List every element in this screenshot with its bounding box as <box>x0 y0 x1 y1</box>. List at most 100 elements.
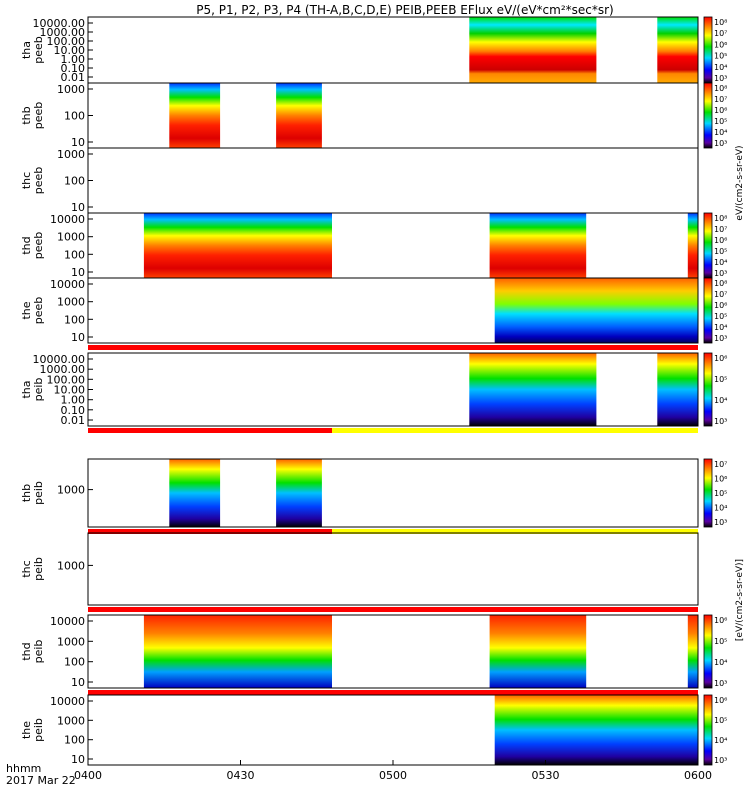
data-block-the-peeb-0 <box>494 278 698 343</box>
data-block-thd-peib-2 <box>687 615 698 688</box>
colorbar-tick-label: 10⁶ <box>714 40 727 49</box>
data-block-thb-peeb-1 <box>276 83 322 148</box>
colorbar-tick-label: 10³ <box>714 269 727 278</box>
y-tick-label: 10.00 <box>54 384 86 397</box>
colorbar-tick-label: 10⁵ <box>714 716 727 725</box>
x-tick-labels: 0400 0430 0500 0530 0600 <box>74 760 712 782</box>
data-block-thd-peeb-1 <box>489 213 587 278</box>
data-block-thd-peib-1 <box>489 615 587 688</box>
colorbar-tick-label: 10³ <box>714 417 727 426</box>
y-tick-label: 1000 <box>57 714 85 727</box>
y-tick-label: 10000.00 <box>33 353 86 366</box>
colorbar-tick-label: 10⁷ <box>714 29 727 38</box>
panel-frame <box>87 352 699 427</box>
y-tick-label: 100 <box>64 656 85 669</box>
colorbar-tick-label: 10⁷ <box>714 225 727 234</box>
colorbar-tick-label: 10⁴ <box>714 128 727 137</box>
colorbar-tick-label: 10³ <box>714 679 727 688</box>
y-tick-label: 1.00 <box>61 53 86 66</box>
colorbar-tick-label: 10⁴ <box>714 658 727 667</box>
y-label-probe: thd <box>20 642 33 660</box>
data-block-the-peib-0 <box>494 695 698 765</box>
y-tick-label: 1000 <box>57 635 85 648</box>
y-label-probe: tha <box>20 380 33 398</box>
colorbar-tick-label: 10⁶ <box>714 301 727 310</box>
colorbar-tick-label: 10⁵ <box>714 312 727 321</box>
y-label-species: peib <box>32 378 45 402</box>
colorbar-tick-label: 10⁶ <box>714 616 727 625</box>
colorbar <box>703 277 713 344</box>
panel-frame <box>87 147 699 214</box>
flag-bar-tha-peib-0 <box>88 428 332 433</box>
colorbar-tick-label: 10⁸ <box>714 84 727 93</box>
colorbar-tick-label: 10⁶ <box>714 106 727 115</box>
colorbar-tick-label: 10⁵ <box>714 117 727 126</box>
panel-frame <box>87 16 699 84</box>
colorbar-tick-label: 10⁶ <box>714 696 727 705</box>
colorbar-tick-label: 10⁶ <box>714 475 727 484</box>
panel-thc-peeb: 1000 100 10 thc peeb <box>20 147 699 214</box>
y-tick-label: 100.00 <box>47 35 86 48</box>
x-axis: hhmm 2017 Mar 22 0400 0430 0500 0530 0600 <box>6 760 712 787</box>
panel-the-peib: 10000 1000 100 10 the peib 10⁶ 10⁵ 10⁴ 10³ <box>20 694 727 766</box>
y-label-probe: thb <box>20 106 33 124</box>
panel-the-peeb: 10000 1000 100 10 the peeb 10⁸ 10⁷ 10⁶ 10⁵ 10⁴ 10³ <box>20 277 727 350</box>
y-label-species: peeb <box>32 167 45 195</box>
y-label-species: peib <box>32 640 45 664</box>
colorbar-tick-label: 10³ <box>714 139 727 148</box>
panel-thd-peib: 10000 1000 100 10 thd peib 10⁶ 10⁵ 10⁴ 10³ <box>20 614 727 695</box>
y-tick-label: 100.00 <box>47 373 86 386</box>
y-tick-label: 10.00 <box>54 44 86 57</box>
y-tick-label: 1000.00 <box>40 26 86 39</box>
x-tick-label: 0600 <box>684 769 712 782</box>
y-tick-label: 100 <box>64 110 85 123</box>
y-tick-label: 1000.00 <box>40 363 86 376</box>
y-tick-label: 10 <box>71 753 85 766</box>
colorbar-tick-label: 10⁸ <box>714 214 727 223</box>
colorbar-tick-label: 10³ <box>714 756 727 765</box>
x-tick-label: 0430 <box>227 769 255 782</box>
colorbar-units-peeb: eV/(cm2-s-sr-eV) <box>735 145 745 220</box>
x-tick-label: 0530 <box>532 769 560 782</box>
data-block-tha-peeb-0 <box>469 17 597 83</box>
colorbar-tick-label: 10⁴ <box>714 736 727 745</box>
panel-frame <box>87 614 699 689</box>
y-label-species: peeb <box>32 232 45 260</box>
panel-thb-peib: 1000 thb peib 10⁷ 10⁶ 10⁵ 10⁴ 10³ <box>20 458 727 534</box>
colorbar-tick-label: 10⁷ <box>714 460 727 469</box>
y-tick-label: 10000 <box>50 695 85 708</box>
y-tick-label: 10000.00 <box>33 17 86 30</box>
data-block-thb-peib-1 <box>276 459 322 527</box>
colorbar-tick-label: 10⁵ <box>714 489 727 498</box>
y-label-probe: thc <box>20 172 33 189</box>
colorbar-tick-label: 10⁷ <box>714 290 727 299</box>
colorbar <box>703 352 713 427</box>
colorbar-tick-label: 10⁴ <box>714 63 727 72</box>
y-label-probe: thd <box>20 236 33 254</box>
colorbar-tick-label: 10⁸ <box>714 18 727 27</box>
colorbar-tick-label: 10³ <box>714 334 727 343</box>
x-tick-label: 0500 <box>379 769 407 782</box>
data-block-tha-peib-1 <box>657 353 698 426</box>
colorbar-tick-label: 10⁴ <box>714 323 727 332</box>
y-tick-label: 0.10 <box>61 404 86 417</box>
panel-frame <box>87 458 699 528</box>
y-tick-label: 0.01 <box>61 414 86 427</box>
y-tick-label: 100 <box>64 734 85 747</box>
colorbar-tick-label: 10⁵ <box>714 637 727 646</box>
colorbar <box>703 458 713 528</box>
y-label-probe: the <box>20 301 33 319</box>
y-tick-label: 10 <box>71 201 85 214</box>
data-block-thd-peib-0 <box>143 615 332 688</box>
colorbar <box>703 614 713 689</box>
x-axis-date: 2017 Mar 22 <box>6 774 76 787</box>
panel-frame <box>87 277 699 344</box>
y-tick-label: 10000 <box>50 278 85 291</box>
y-tick-label: 100 <box>64 248 85 261</box>
y-label-species: peib <box>32 718 45 742</box>
data-block-tha-peeb-1 <box>657 17 698 83</box>
colorbar-tick-label: 10³ <box>714 518 727 527</box>
colorbar-units-peib: [eV/(cm2-s-sr-eV)] <box>735 559 745 641</box>
